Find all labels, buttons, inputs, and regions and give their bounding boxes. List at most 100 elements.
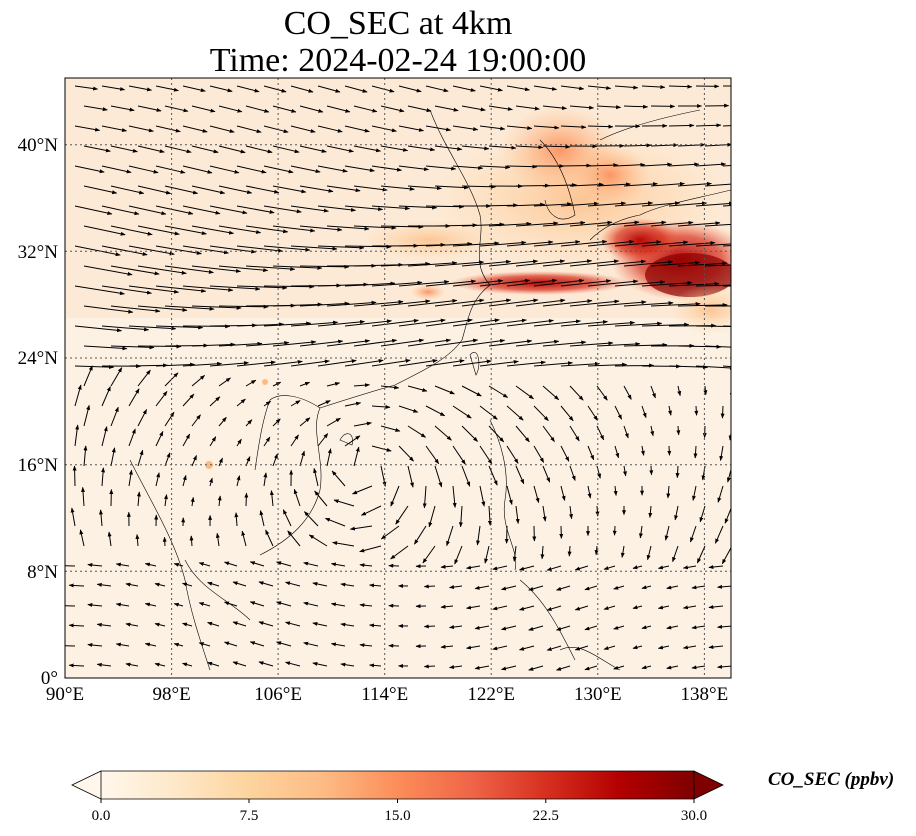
wind-arrow — [623, 301, 674, 307]
wind-arrow — [690, 525, 697, 543]
wind-arrow — [207, 661, 220, 667]
wind-arrow — [249, 641, 265, 647]
wind-arrow — [425, 445, 440, 465]
wind-arrow — [717, 584, 731, 589]
wind-arrow — [263, 245, 311, 252]
wind-arrow — [506, 485, 513, 505]
wind-arrow — [614, 85, 639, 90]
wind-arrow — [137, 145, 165, 154]
wind-arrow — [704, 183, 731, 187]
wind-arrow — [479, 240, 527, 247]
wind-arrow — [726, 467, 731, 483]
wind-arrow — [299, 264, 350, 269]
wind-arrow — [344, 281, 396, 287]
wind-arrow — [299, 301, 350, 307]
wind-arrow — [461, 298, 512, 307]
wind-arrow — [533, 319, 581, 327]
wind-arrow — [587, 85, 612, 90]
wind-arrow — [290, 245, 338, 251]
wind-arrow — [258, 581, 274, 587]
wind-arrow — [218, 457, 223, 467]
wind-arrow — [667, 445, 672, 456]
wind-arrow — [369, 583, 382, 588]
wind-arrow — [303, 601, 319, 607]
wind-arrow — [569, 259, 620, 267]
wind-arrow — [461, 259, 512, 267]
wind-arrow — [125, 662, 139, 667]
wind-arrow — [542, 259, 593, 267]
wind-arrow — [556, 625, 571, 631]
wind-arrow — [164, 452, 171, 467]
map-frame — [64, 77, 732, 679]
wind-arrow — [303, 561, 319, 567]
lon-tick-label: 98°E — [152, 684, 190, 705]
wind-arrow — [506, 445, 519, 464]
wind-arrow — [519, 645, 535, 651]
wind-arrow — [317, 125, 343, 133]
wind-arrow — [344, 205, 384, 212]
wind-arrow — [96, 582, 112, 587]
wind-arrow — [641, 665, 652, 670]
wind-arrow — [488, 339, 533, 347]
wind-arrow — [190, 496, 195, 507]
wind-arrow — [452, 125, 479, 132]
wind-arrow — [191, 455, 197, 467]
wind-arrow — [695, 123, 722, 128]
wind-arrow — [717, 664, 731, 669]
wind-arrow — [452, 165, 484, 170]
wind-arrow — [380, 385, 400, 390]
wind-arrow — [641, 240, 689, 247]
wind-arrow — [258, 661, 274, 667]
wind-arrow — [293, 488, 301, 507]
wind-arrow — [560, 163, 592, 168]
wind-arrow — [285, 621, 301, 627]
wind-arrow — [515, 425, 530, 443]
wind-arrow — [693, 445, 698, 459]
wind-arrow — [732, 144, 759, 146]
wind-arrow — [479, 125, 506, 131]
wind-arrow — [466, 645, 481, 650]
wind-arrow — [474, 665, 490, 670]
wind-arrow — [732, 306, 781, 307]
wind-arrow — [68, 623, 85, 628]
wind-arrow — [353, 105, 378, 113]
wind-arrow — [422, 485, 427, 509]
wind-arrow — [135, 534, 140, 547]
wind-arrow — [110, 367, 123, 387]
wind-arrow — [128, 165, 159, 174]
wind-arrow — [317, 400, 331, 407]
wind-arrow — [533, 202, 573, 207]
wind-arrow — [349, 525, 373, 531]
wind-arrow — [528, 665, 544, 671]
wind-arrow — [506, 85, 530, 92]
wind-arrow — [272, 340, 317, 347]
wind-arrow — [68, 583, 85, 588]
wind-arrow — [272, 302, 323, 307]
wind-arrow — [484, 545, 490, 564]
wind-arrow — [209, 436, 217, 447]
wind-arrow — [236, 322, 285, 327]
wind-arrow — [479, 165, 511, 170]
wind-arrow — [312, 661, 328, 667]
wind-arrow — [299, 417, 311, 427]
wind-arrow — [380, 145, 409, 152]
wind-arrow — [407, 185, 442, 191]
wind-arrow — [340, 582, 355, 587]
wind-arrow — [622, 465, 627, 477]
wind-arrow — [173, 602, 184, 607]
wind-arrow — [155, 472, 161, 487]
wind-arrow — [110, 406, 119, 427]
wind-arrow — [110, 345, 155, 350]
wind-arrow — [101, 426, 108, 447]
wind-arrow — [677, 181, 712, 187]
wind-arrow — [560, 445, 570, 462]
wind-arrow — [191, 305, 242, 310]
wind-arrow — [380, 338, 425, 347]
wind-arrow — [74, 424, 80, 447]
wind-arrow — [137, 344, 182, 349]
colorbar-gradient — [101, 771, 694, 799]
wind-arrow — [567, 545, 572, 557]
wind-arrow — [380, 185, 415, 191]
wind-arrow — [326, 417, 341, 427]
